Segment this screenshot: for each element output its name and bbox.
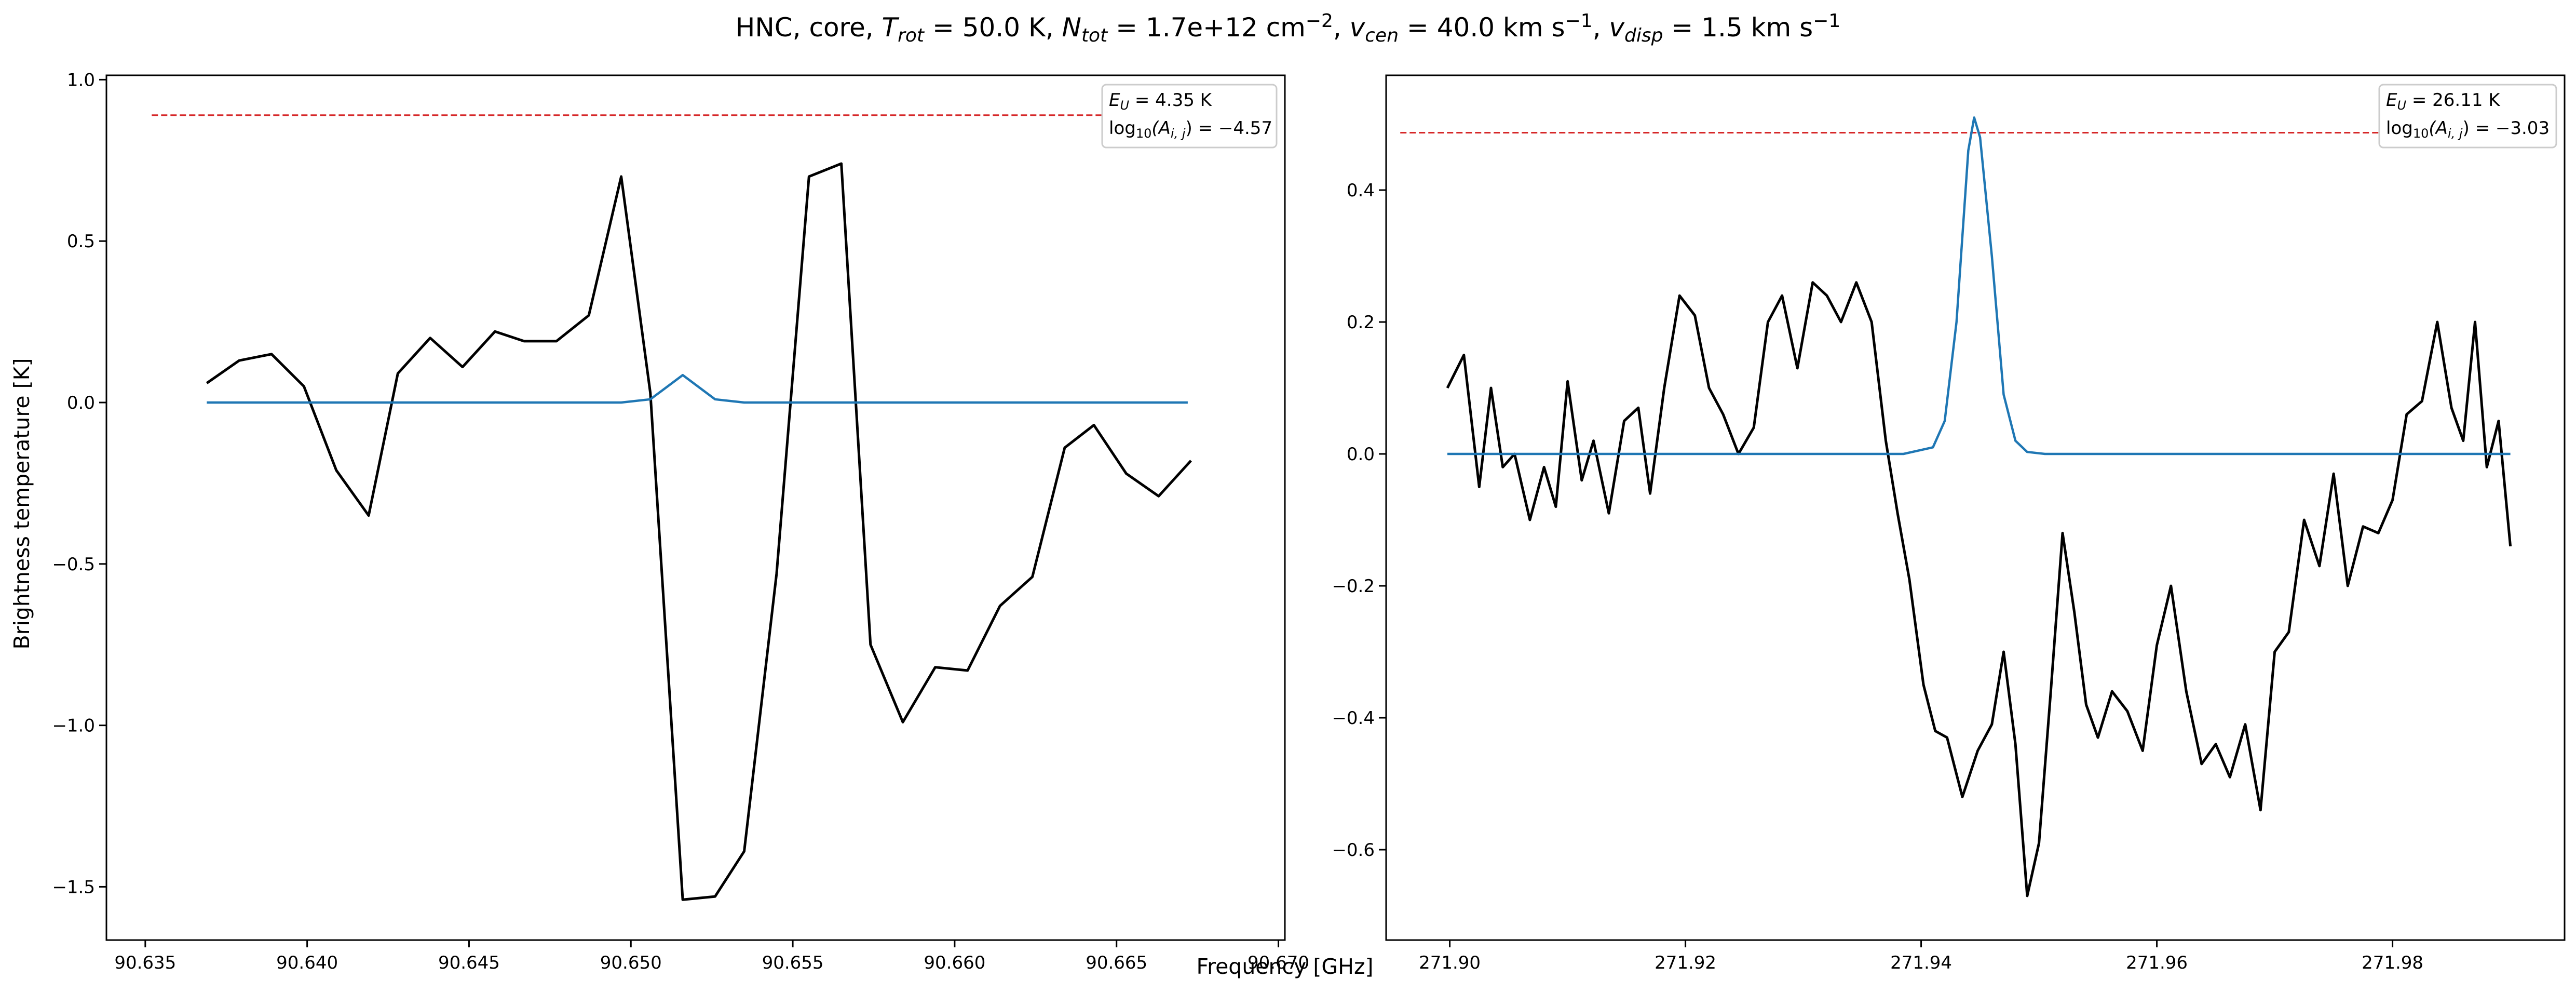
left-legend: EU = 4.35 K log10(Ai, j) = −4.57 [1101,84,1278,149]
left-x-tick-label: 90.645 [438,953,500,973]
right-x-tick-label: 271.98 [2362,953,2423,973]
right-y-tick-label: 0.2 [1347,312,1375,333]
x-axis-label: Frequency [GHz] [1197,954,1374,979]
left-x-tick-label: 90.665 [1086,953,1147,973]
left-x-tick-label: 90.655 [762,953,824,973]
left-model-spectrum [207,373,1188,404]
left-y-tick-label: −0.5 [52,554,95,575]
right-x-tick-label: 271.92 [1655,953,1716,973]
right-y-tick-label: −0.6 [1332,840,1375,861]
right-marks [1400,116,2512,897]
right-x-tick-label: 271.96 [2126,953,2188,973]
left-x-tick-label: 90.660 [924,953,985,973]
right-x-tick-label: 271.90 [1419,953,1481,973]
left-legend-box [1101,84,1278,149]
right-legend: EU = 26.11 K log10(Ai, j) = −3.03 [2378,84,2557,149]
right-y-tick-label: 0.4 [1347,180,1375,201]
right-ticks: 271.90 271.92 271.94 271.96 271.98 −0.6 −0.4 −0… [1332,180,2423,973]
left-x-tick-label: 90.635 [114,953,176,973]
y-axis-label: Brightness temperature [K] [9,358,34,649]
left-panel: 90.635 90.640 90.645 90.650 90.655 90.660 90.6… [52,70,1309,973]
left-y-tick-label: 0.0 [67,393,95,413]
left-y-tick-label: −1.0 [52,716,95,736]
right-x-tick-label: 271.94 [1890,953,1952,973]
left-x-tick-label: 90.640 [276,953,338,973]
figure-title: HNC, core, Trot = 50.0 K, Ntot = 1.7e+12… [736,10,1841,46]
right-observed-spectrum [1446,281,2512,897]
left-y-tick-label: 1.0 [67,70,95,90]
left-plot-frame [105,74,1286,941]
left-marks [152,114,1192,901]
right-y-tick-label: −0.2 [1332,576,1375,597]
left-y-tick-label: −1.5 [52,877,95,897]
left-legend-aij: log10(Ai, j) = −4.57 [1109,118,1272,141]
right-plot-frame [1385,74,2566,941]
left-observed-spectrum [206,162,1192,901]
left-ticks: 90.635 90.640 90.645 90.650 90.655 90.660 90.6… [52,70,1309,973]
right-y-tick-label: 0.0 [1347,444,1375,465]
right-legend-aij: log10(Ai, j) = −3.03 [2386,118,2550,141]
left-x-tick-label: 90.670 [1248,953,1309,973]
right-model-spectrum [1447,116,2511,455]
right-y-tick-label: −0.4 [1332,708,1375,729]
left-y-tick-label: 0.5 [67,231,95,252]
right-panel: 271.90 271.92 271.94 271.96 271.98 −0.6 −0.4 −0… [1332,74,2566,973]
left-legend-eu: EU = 4.35 K [1109,90,1213,113]
right-legend-eu: EU = 26.11 K [2386,90,2501,113]
right-legend-box [2378,84,2557,149]
left-x-tick-label: 90.650 [600,953,662,973]
